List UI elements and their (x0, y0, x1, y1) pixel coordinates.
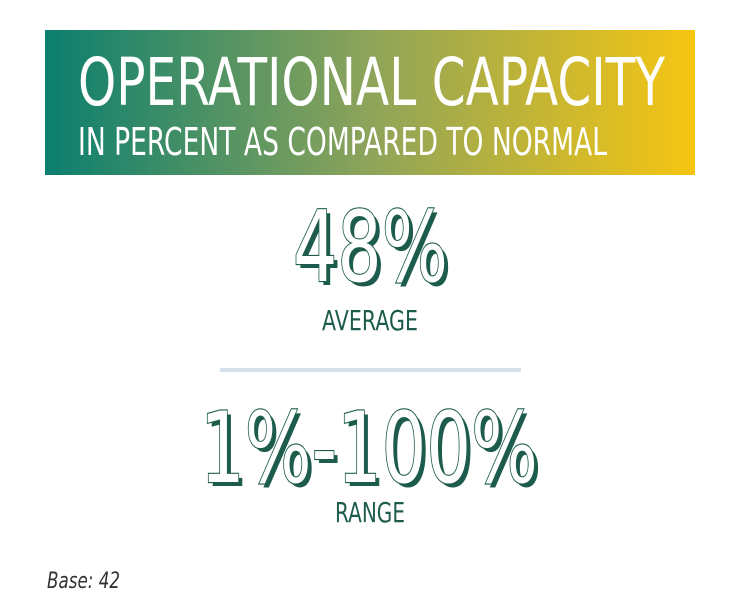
stat-label: RANGE (335, 496, 405, 529)
title: OPERATIONAL CAPACITY (78, 44, 666, 121)
stat-value: 1%-100% (200, 392, 538, 506)
stat-value-shadow: 1%-100% (204, 396, 542, 510)
stat-value-shadow: 48% (297, 195, 452, 309)
stat-label: AVERAGE (322, 304, 418, 337)
banner (45, 30, 695, 175)
subtitle: IN PERCENT AS COMPARED TO NORMAL (78, 120, 607, 164)
footnote: Base: 42 (47, 569, 120, 594)
stat-value: 48% (293, 191, 448, 305)
